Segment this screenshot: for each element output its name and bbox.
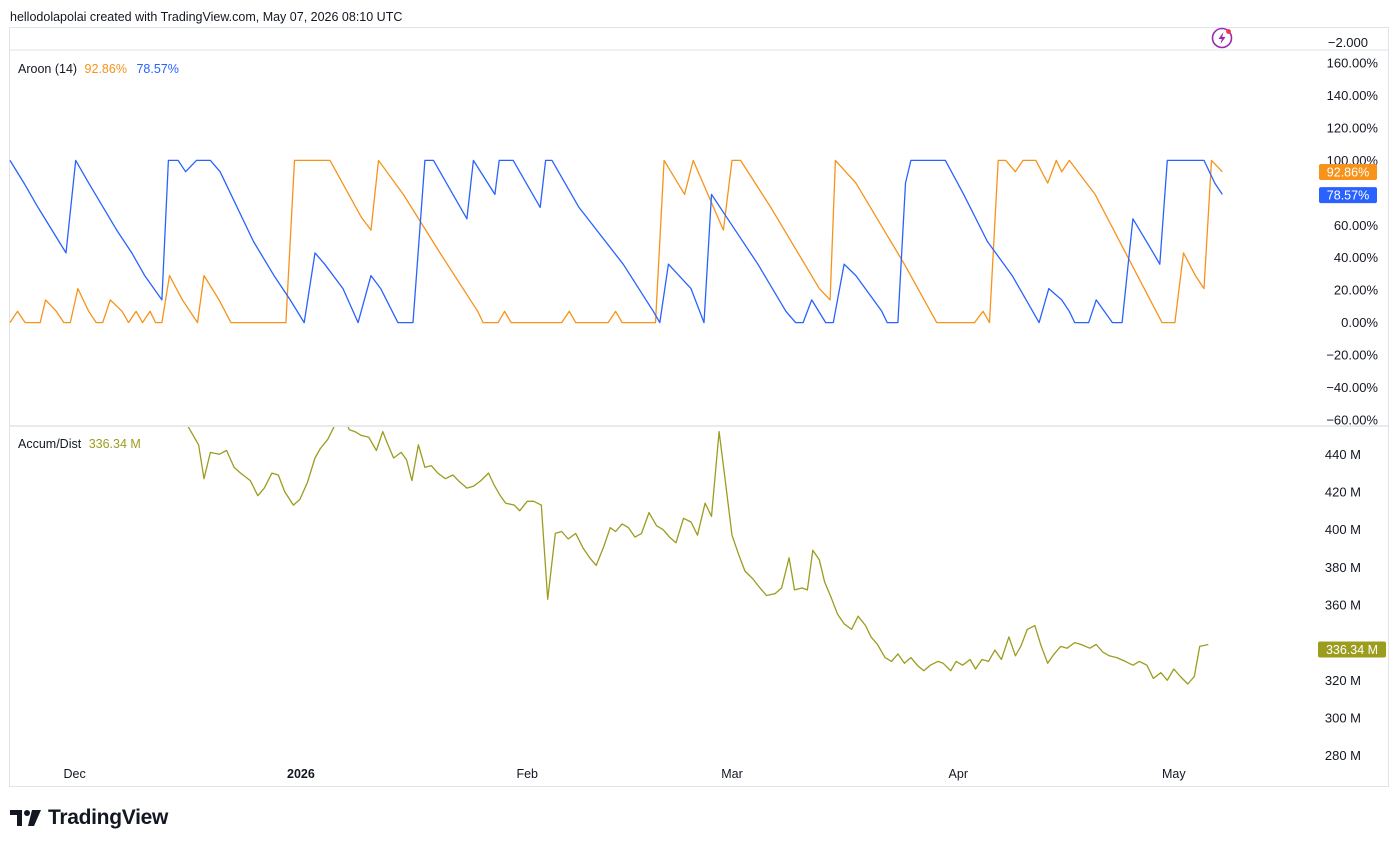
aroon-up-line	[9, 159, 1223, 324]
aroon-down-line	[9, 159, 1223, 324]
accum-dist-y-tick: 420 M	[1325, 484, 1361, 499]
accum-dist-line	[187, 427, 1209, 685]
aroon-y-axis: 160.00%140.00%120.00%100.00%60.00%40.00%…	[1326, 56, 1378, 428]
aroon-plot	[9, 159, 1223, 324]
aroon-y-tick: 60.00%	[1334, 218, 1379, 233]
accum-dist-legend-title: Accum/Dist	[18, 437, 82, 451]
aroon-badges: 92.86% 78.57%	[1319, 163, 1377, 204]
time-axis-tick: Mar	[721, 767, 743, 781]
aroon-y-tick: −40.00%	[1326, 380, 1378, 395]
aroon-badge-down	[1319, 187, 1377, 204]
accum-dist-badge-label: 336.34 M	[1326, 643, 1378, 657]
aroon-y-tick: 20.00%	[1334, 283, 1379, 298]
time-axis: Dec 2026 Feb Mar Apr May	[64, 767, 1187, 781]
attribution-header: hellodolapolai created with TradingView.…	[10, 10, 403, 24]
accum-dist-y-tick: 400 M	[1325, 522, 1361, 537]
time-axis-tick: Feb	[516, 767, 538, 781]
aroon-legend: Aroon (14) 92.86% 78.57%	[18, 62, 179, 76]
aroon-badge-label: 78.57%	[1327, 189, 1369, 203]
aroon-down-value: 78.57%	[136, 62, 179, 76]
accum-dist-y-tick: 380 M	[1325, 560, 1361, 575]
aroon-y-tick: −20.00%	[1326, 348, 1378, 363]
aroon-y-tick: 120.00%	[1327, 120, 1379, 135]
accum-dist-y-tick: 280 M	[1325, 748, 1361, 763]
aroon-badge-up	[1319, 163, 1377, 180]
tradingview-logo-text: TradingView	[48, 806, 169, 829]
top-pane-tick: −2.000	[1328, 35, 1368, 50]
accum-dist-y-axis: 440 M 420 M 400 M 380 M 360 M 320 M 300 M 280 M	[1325, 447, 1361, 763]
accum-dist-badge-box	[1318, 641, 1386, 658]
accum-dist-badge: 336.34 M	[1318, 641, 1386, 658]
aroon-badge-label: 92.86%	[1327, 165, 1369, 179]
accum-dist-legend: Accum/Dist 336.34 M	[18, 437, 141, 451]
time-axis-tick: May	[1162, 767, 1186, 781]
time-axis-tick: Dec	[64, 767, 86, 781]
aroon-y-tick: 0.00%	[1341, 315, 1378, 330]
aroon-y-tick: 160.00%	[1327, 56, 1379, 71]
aroon-y-tick: −60.00%	[1326, 413, 1378, 428]
aroon-y-tick: 40.00%	[1334, 250, 1379, 265]
accum-dist-y-tick: 440 M	[1325, 447, 1361, 462]
aroon-legend-title: Aroon (14)	[18, 62, 78, 76]
aroon-up-value: 92.86%	[84, 62, 127, 76]
tradingview-logo[interactable]: TradingView	[10, 806, 168, 830]
accum-dist-value: 336.34 M	[88, 437, 141, 451]
chart-frame	[9, 27, 1389, 787]
aroon-y-tick: 140.00%	[1327, 88, 1379, 103]
time-axis-tick: Apr	[949, 767, 968, 781]
accum-dist-y-tick: 360 M	[1325, 597, 1361, 612]
accum-dist-y-tick: 300 M	[1325, 710, 1361, 725]
accum-dist-plot	[187, 427, 1209, 685]
accum-dist-y-tick: 320 M	[1325, 673, 1361, 688]
tradingview-logo-icon	[10, 810, 41, 826]
lightning-icon[interactable]	[1211, 27, 1233, 49]
time-axis-tick: 2026	[287, 767, 315, 781]
